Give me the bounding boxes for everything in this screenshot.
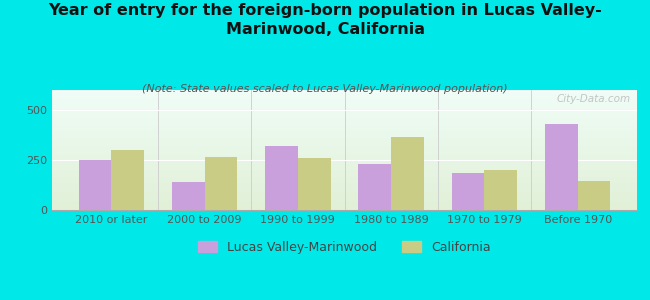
Bar — [52, 90, 637, 92]
Bar — [52, 118, 637, 120]
Bar — [391, 137, 424, 210]
Bar — [52, 138, 637, 140]
Bar — [52, 194, 637, 195]
Bar — [452, 173, 484, 210]
Bar — [52, 153, 637, 154]
Bar — [79, 160, 111, 210]
Bar — [52, 202, 637, 204]
Bar — [545, 124, 578, 210]
Bar — [52, 144, 637, 146]
Bar — [52, 184, 637, 186]
Bar — [52, 146, 637, 147]
Text: City-Data.com: City-Data.com — [557, 94, 631, 103]
Bar — [52, 162, 637, 164]
Bar — [52, 156, 637, 158]
Bar — [52, 123, 637, 124]
Bar — [52, 93, 637, 94]
Bar — [52, 92, 637, 93]
Bar — [52, 180, 637, 182]
Bar — [52, 182, 637, 183]
Bar — [52, 189, 637, 190]
Bar — [52, 198, 637, 200]
Bar — [52, 207, 637, 208]
Bar — [52, 165, 637, 166]
Bar — [52, 132, 637, 134]
Bar — [484, 170, 517, 210]
Bar — [52, 94, 637, 96]
Bar — [52, 96, 637, 98]
Bar — [52, 147, 637, 148]
Bar — [52, 186, 637, 188]
Bar — [52, 158, 637, 159]
Bar — [52, 206, 637, 207]
Bar — [52, 190, 637, 192]
Bar — [52, 167, 637, 168]
Bar — [52, 154, 637, 156]
Bar — [52, 142, 637, 144]
Bar — [52, 140, 637, 141]
Bar — [52, 172, 637, 174]
Bar — [52, 169, 637, 171]
Bar — [52, 105, 637, 106]
Bar — [52, 134, 637, 135]
Bar — [52, 103, 637, 105]
Bar — [111, 150, 144, 210]
Bar — [52, 130, 637, 132]
Bar — [52, 111, 637, 112]
Bar — [52, 122, 637, 123]
Bar — [578, 181, 610, 210]
Bar — [52, 160, 637, 162]
Bar — [359, 164, 391, 210]
Bar — [298, 158, 330, 210]
Bar — [52, 196, 637, 198]
Bar — [52, 136, 637, 138]
Bar — [52, 178, 637, 180]
Bar — [52, 164, 637, 165]
Bar — [52, 150, 637, 152]
Bar — [52, 114, 637, 116]
Bar — [52, 208, 637, 210]
Bar — [52, 148, 637, 150]
Bar — [52, 141, 637, 142]
Bar — [52, 159, 637, 160]
Bar — [52, 99, 637, 100]
Text: Year of entry for the foreign-born population in Lucas Valley-
Marinwood, Califo: Year of entry for the foreign-born popul… — [48, 3, 602, 37]
Bar — [52, 195, 637, 196]
Bar — [52, 174, 637, 176]
Bar — [52, 171, 637, 172]
Bar — [52, 168, 637, 170]
Text: (Note: State values scaled to Lucas Valley-Marinwood population): (Note: State values scaled to Lucas Vall… — [142, 84, 508, 94]
Bar — [52, 128, 637, 129]
Bar — [52, 102, 637, 104]
Bar — [52, 152, 637, 153]
Bar — [52, 124, 637, 126]
Bar — [52, 135, 637, 136]
Bar — [52, 120, 637, 122]
Bar — [52, 108, 637, 110]
Bar — [52, 183, 637, 184]
Bar — [52, 201, 637, 202]
Bar — [52, 126, 637, 128]
Bar — [52, 116, 637, 117]
Bar — [172, 182, 205, 210]
Bar — [205, 157, 237, 210]
Bar — [265, 146, 298, 210]
Bar — [52, 106, 637, 108]
Bar — [52, 176, 637, 177]
Bar — [52, 100, 637, 102]
Bar — [52, 117, 637, 118]
Bar — [52, 129, 637, 130]
Bar — [52, 110, 637, 111]
Bar — [52, 204, 637, 206]
Bar — [52, 200, 637, 201]
Bar — [52, 188, 637, 189]
Bar — [52, 192, 637, 194]
Bar — [52, 177, 637, 178]
Legend: Lucas Valley-Marinwood, California: Lucas Valley-Marinwood, California — [198, 241, 491, 254]
Bar — [52, 112, 637, 114]
Bar — [52, 98, 637, 99]
